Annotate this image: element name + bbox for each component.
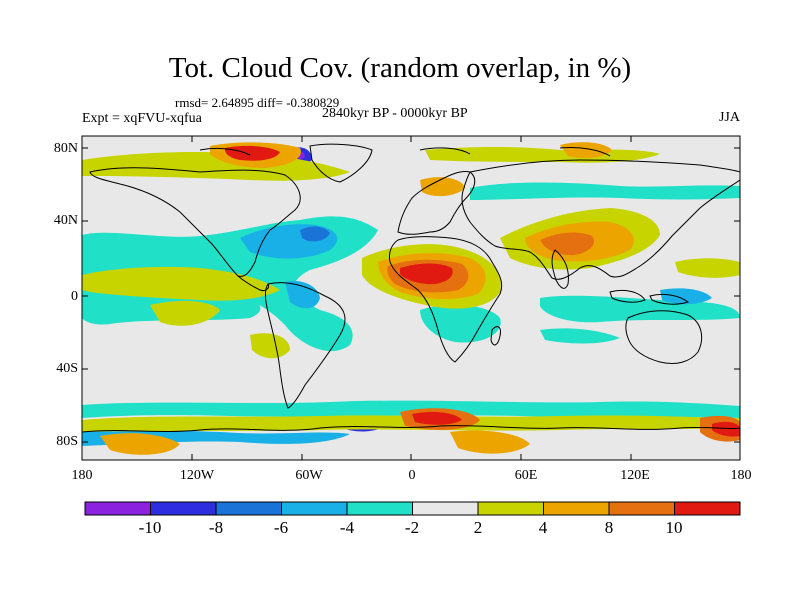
anomaly-region — [300, 226, 330, 242]
anomaly-region — [540, 328, 620, 344]
colorbar-swatch — [215, 501, 282, 516]
colorbar-label: -4 — [339, 518, 355, 537]
anomaly-region — [420, 177, 465, 197]
coastline-islands — [609, 289, 690, 305]
anomaly-region — [660, 288, 712, 305]
anomaly-region — [675, 258, 740, 278]
anomaly-region — [560, 142, 612, 158]
anomaly-region — [470, 182, 740, 200]
lon-label-120e: 120E — [620, 468, 650, 483]
colorbar-swatch — [150, 501, 217, 516]
lon-label-0: 0 — [408, 468, 416, 483]
lon-label-180e: 180 — [730, 468, 752, 483]
coastline-india — [551, 249, 569, 289]
colorbar-label: 8 — [604, 518, 614, 537]
colorbar-label: 4 — [538, 518, 548, 537]
coastlines — [82, 143, 740, 433]
coastline-central-america — [237, 275, 269, 291]
coastline-asia — [461, 159, 740, 280]
map-ticks — [81, 136, 741, 460]
colorbar-swatch — [84, 501, 151, 516]
stats-text: rmsd= 2.64895 diff= -0.380829 — [175, 95, 340, 110]
plot-title: Tot. Cloud Cov. (random overlap, in %) — [168, 52, 632, 84]
colorbar-swatch — [543, 501, 610, 516]
colorbar-label: -10 — [138, 518, 162, 537]
lon-label-180w: 180 — [71, 468, 93, 483]
anomaly-region — [82, 400, 740, 418]
coastline-madagascar — [490, 326, 501, 346]
anomaly-region — [224, 145, 280, 161]
anomaly-region — [150, 300, 220, 326]
coastline-australia — [625, 310, 703, 365]
lat-label-40s: 40S — [56, 361, 78, 376]
lon-label-120w: 120W — [179, 468, 215, 483]
colorbar-swatch — [281, 501, 348, 516]
coastline-europe — [397, 171, 476, 235]
lat-label-40n: 40N — [53, 213, 78, 228]
coastline-arctic — [199, 147, 611, 157]
coastline-north-america — [89, 167, 301, 277]
colorbar-label: -8 — [208, 518, 224, 537]
coastline-antarctica — [82, 425, 740, 433]
lat-label-80s: 80S — [56, 434, 78, 449]
colorbar-label: 10 — [665, 518, 683, 537]
period-text: 2840kyr BP - 0000kyr BP — [322, 106, 468, 121]
colorbar-swatch — [608, 501, 675, 516]
anomaly-region — [712, 421, 740, 437]
lat-label-0: 0 — [71, 289, 78, 304]
anomaly-region — [100, 433, 180, 455]
colorbar-label: 2 — [473, 518, 483, 537]
lon-label-60e: 60E — [514, 468, 538, 483]
anomaly-region — [400, 263, 453, 285]
colorbar — [84, 501, 741, 516]
coastline-south-america — [264, 282, 346, 409]
anomaly-region — [250, 333, 290, 359]
colorbar-label: -6 — [273, 518, 289, 537]
anomaly-region — [450, 430, 530, 454]
anomaly-fields — [82, 142, 740, 455]
lat-label-80n: 80N — [53, 141, 78, 156]
experiment-text: Expt = xqFVU-xqfua — [82, 111, 202, 126]
anomaly-region — [285, 280, 320, 309]
coastline-greenland — [309, 143, 373, 183]
coastline-africa — [389, 236, 503, 363]
colorbar-swatch — [412, 501, 479, 516]
anomaly-region — [412, 412, 462, 425]
colorbar-swatch — [477, 501, 544, 516]
anomaly-region — [82, 266, 280, 301]
colorbar-label: -2 — [404, 518, 420, 537]
colorbar-swatch — [674, 501, 741, 516]
colorbar-swatch — [346, 501, 413, 516]
anomaly-region — [540, 232, 595, 256]
lon-label-60w: 60W — [295, 468, 323, 483]
season-text: JJA — [718, 110, 740, 125]
anomaly-region — [420, 304, 501, 343]
